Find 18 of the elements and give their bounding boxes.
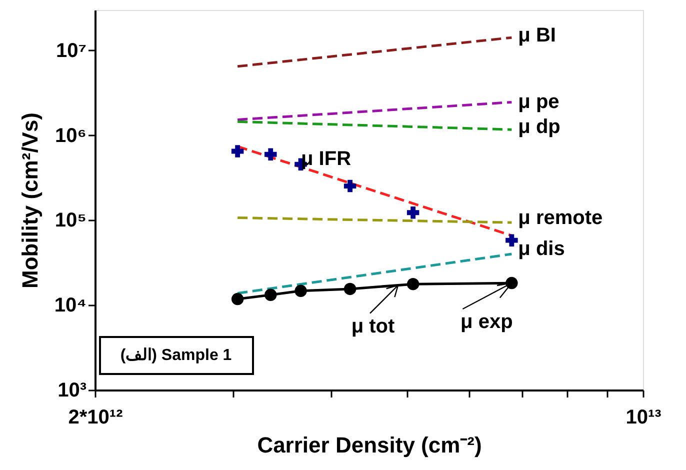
annotation: μ pe xyxy=(518,91,560,114)
x-axis-title: Carrier Density (cm⁻²) xyxy=(257,432,482,458)
annotation: μ IFR xyxy=(301,148,352,170)
y-tick-label: 10⁵ xyxy=(54,210,86,232)
y-axis-title: Mobility (cm²/Vs) xyxy=(17,112,42,289)
y-tick-label: 10⁷ xyxy=(56,40,86,62)
annotation: (الف) Sample 1 xyxy=(120,347,232,364)
y-tick-label: 10⁶ xyxy=(55,124,86,147)
x-tick-label: 2*10¹² xyxy=(68,406,124,428)
y-tick-label: 10⁴ xyxy=(54,294,86,317)
annotation: μ BI xyxy=(518,24,556,47)
annotation: μ remote xyxy=(518,206,603,229)
annotation: μ dis xyxy=(518,238,565,260)
annotation: μ tot xyxy=(351,315,396,338)
y-tick-label: 10³ xyxy=(58,380,87,402)
annotation: μ exp xyxy=(460,311,513,334)
x-tick-label: 10¹³ xyxy=(626,406,662,428)
annotation: μ dp xyxy=(518,116,560,138)
